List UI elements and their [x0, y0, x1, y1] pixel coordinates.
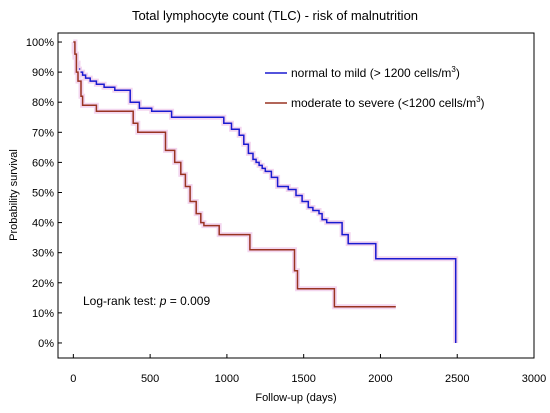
y-axis-label: Probability survival — [8, 149, 20, 241]
x-tick-label: 2000 — [368, 373, 392, 385]
series-line-1 — [73, 41, 396, 308]
series-layer — [71, 39, 459, 343]
x-tick-label: 3000 — [522, 373, 546, 385]
y-tick-label: 100% — [26, 37, 54, 49]
chart-title: Total lymphocyte count (TLC) - risk of m… — [132, 8, 418, 23]
plot-frame — [57, 32, 535, 359]
series-halo-1 — [72, 39, 396, 310]
y-tick-label: 80% — [32, 97, 54, 109]
y-tick-label: 30% — [32, 248, 54, 260]
x-tick-label: 1500 — [291, 373, 315, 385]
y-tick-label: 10% — [32, 308, 54, 320]
y-axis-ticks: 0% 10% 20% 30% 40% 50% 60% 70% 80% 90% 100% — [26, 37, 62, 350]
x-tick-label: 0 — [70, 373, 76, 385]
x-tick-label: 2500 — [445, 373, 469, 385]
y-tick-label: 0% — [38, 338, 54, 350]
x-axis-label: Follow-up (days) — [255, 392, 336, 404]
legend-label-normal-to-mild: normal to mild (> 1200 cells/m3) — [291, 65, 460, 80]
y-tick-label: 90% — [32, 67, 54, 79]
x-tick-label: 1000 — [215, 373, 239, 385]
y-tick-label: 50% — [32, 187, 54, 199]
series-line-0 — [73, 41, 457, 343]
y-tick-label: 40% — [32, 218, 54, 230]
x-tick-label: 500 — [141, 373, 159, 385]
y-tick-label: 70% — [32, 127, 54, 139]
y-tick-label: 20% — [32, 278, 54, 290]
x-axis-ticks: 0 500 1000 1500 2000 2500 3000 — [70, 354, 546, 385]
log-rank-annotation: Log-rank test: p = 0.009 — [83, 294, 210, 308]
y-tick-label: 60% — [32, 157, 54, 169]
legend: normal to mild (> 1200 cells/m3) moderat… — [265, 65, 485, 110]
legend-label-moderate-to-severe: moderate to severe (<1200 cells/m3) — [291, 95, 485, 110]
